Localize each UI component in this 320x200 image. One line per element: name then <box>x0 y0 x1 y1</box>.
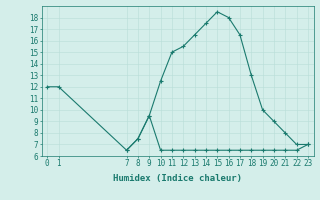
X-axis label: Humidex (Indice chaleur): Humidex (Indice chaleur) <box>113 174 242 183</box>
